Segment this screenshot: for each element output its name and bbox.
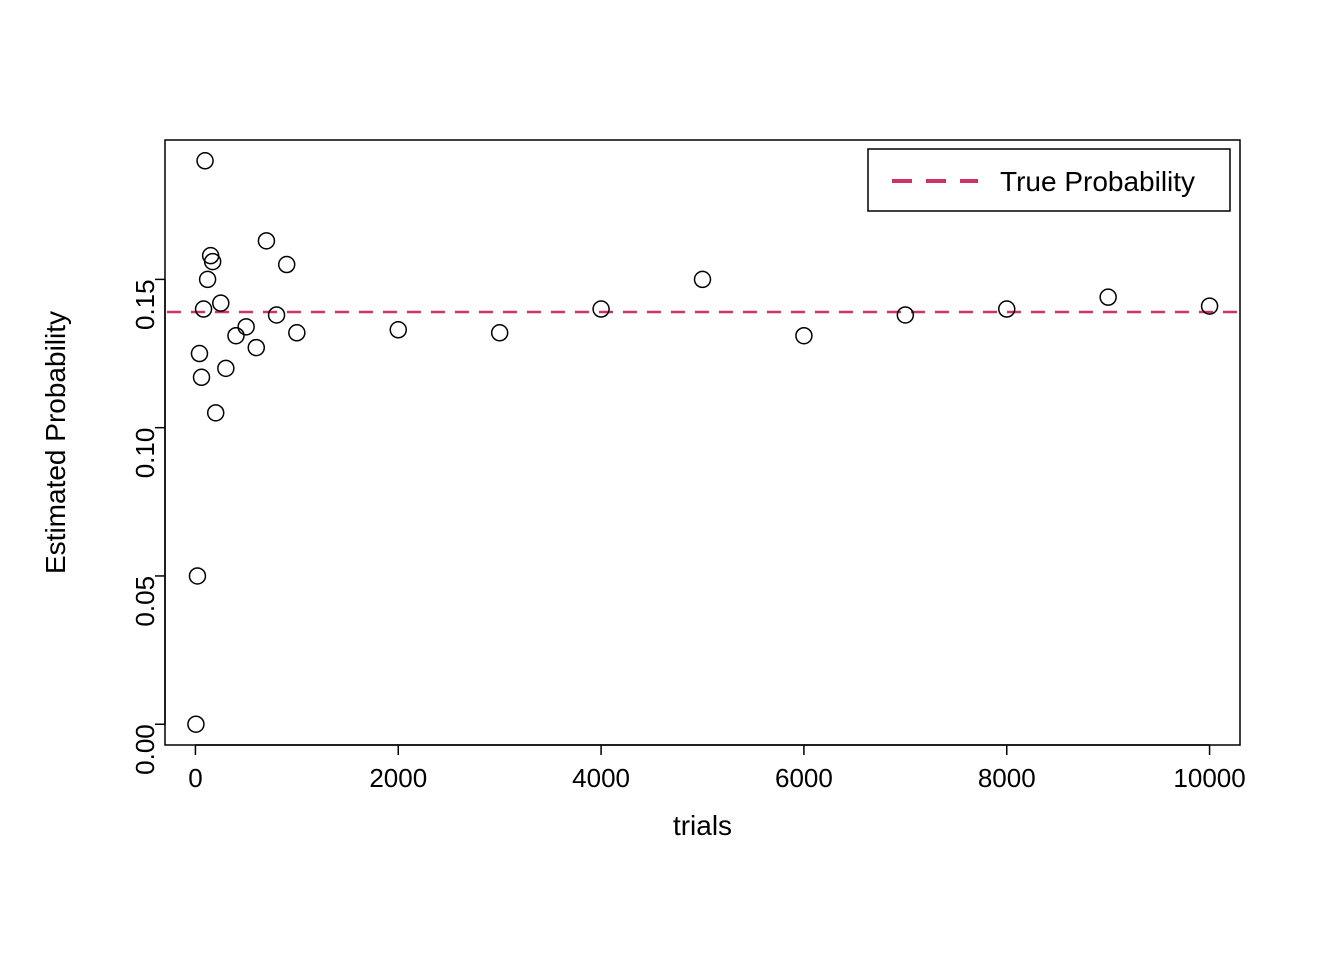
y-tick-label: 0.00: [130, 724, 160, 775]
y-tick-label: 0.10: [130, 428, 160, 479]
x-tick-label: 6000: [775, 763, 833, 793]
y-tick-label: 0.15: [130, 279, 160, 330]
x-axis-label: trials: [673, 810, 732, 841]
y-tick-label: 0.05: [130, 576, 160, 627]
x-tick-label: 2000: [369, 763, 427, 793]
y-axis-label: Estimated Probability: [40, 311, 71, 574]
x-tick-label: 4000: [572, 763, 630, 793]
chart-container: 0 2000 4000 6000 8000 10000 0.00 0.05 0.10 0.15 tr…: [0, 0, 1344, 960]
scatter-chart: 0 2000 4000 6000 8000 10000 0.00 0.05 0.10 0.15 tr…: [0, 0, 1344, 960]
x-tick-label: 0: [188, 763, 202, 793]
x-tick-label: 10000: [1173, 763, 1245, 793]
legend-label: True Probability: [1000, 166, 1195, 197]
x-tick-label: 8000: [978, 763, 1036, 793]
